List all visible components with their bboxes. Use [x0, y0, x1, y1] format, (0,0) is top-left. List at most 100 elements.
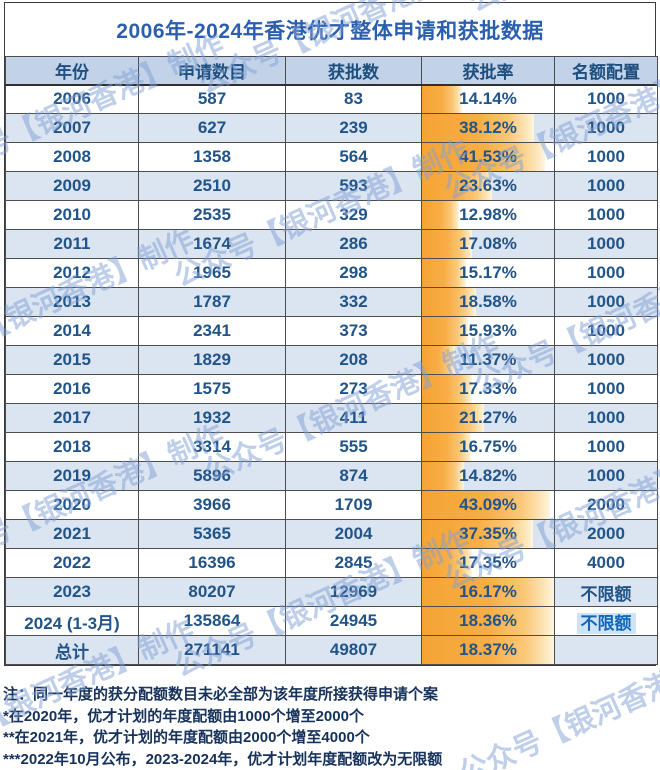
rate-cell: 17.33%: [421, 374, 555, 404]
quota-cell: 1000: [554, 258, 658, 288]
header-row: 年份 申请数目 获批数 获批率 名额配置: [5, 56, 658, 86]
applications-cell: 2535: [138, 200, 286, 230]
rate-cell: 43.09%: [421, 490, 555, 520]
quota-cell: 1000: [554, 345, 658, 375]
year-cell: 总计: [5, 635, 139, 665]
table-row: 2016 1575 273 17.33% 1000: [5, 374, 658, 404]
table-row: 2008 1358 564 41.53% 1000: [5, 142, 658, 172]
header-quota: 名额配置: [554, 56, 658, 86]
year-cell: 2017: [5, 403, 139, 433]
rate-cell: 12.98%: [421, 200, 555, 230]
table-row: 2012 1965 298 15.17% 1000: [5, 258, 658, 288]
applications-cell: 3966: [138, 490, 286, 520]
page-title: 2006年-2024年香港优才整体申请和获批数据: [5, 3, 655, 56]
rate-data-bar: [422, 172, 492, 200]
approvals-cell: 24945: [285, 606, 422, 636]
approvals-cell: 2845: [285, 548, 422, 578]
applications-cell: 1965: [138, 258, 286, 288]
data-sheet: 2006年-2024年香港优才整体申请和获批数据 年份 申请数目 获批数 获批率…: [4, 2, 658, 666]
footnotes: 注：同一年度的获分配额数目未必全部为该年度所接获得申请个案 *在2020年，优才计…: [3, 684, 653, 770]
rate-cell: 15.17%: [421, 258, 555, 288]
rate-data-bar: [422, 549, 473, 577]
applications-cell: 5896: [138, 461, 286, 491]
year-cell: 2020: [5, 490, 139, 520]
rate-data-bar: [422, 201, 459, 229]
rate-label: 18.36%: [459, 611, 517, 630]
table-row: 2010 2535 329 12.98% 1000: [5, 200, 658, 230]
table-row: 总计 271141 49807 18.37%: [5, 635, 658, 665]
rate-data-bar: [422, 607, 554, 635]
rate-data-bar: [422, 578, 554, 606]
table-row: 2021 5365 2004 37.35% 2000: [5, 519, 658, 549]
rate-label: 14.14%: [459, 89, 517, 109]
applications-cell: 16396: [138, 548, 286, 578]
rate-data-bar: [422, 375, 473, 403]
quota-cell: 2000: [554, 490, 658, 520]
rate-data-bar: [422, 433, 471, 461]
table-row: 2013 1787 332 18.58% 1000: [5, 287, 658, 317]
rate-data-bar: [422, 491, 551, 519]
rate-cell: 21.27%: [421, 403, 555, 433]
year-cell: 2016: [5, 374, 139, 404]
rate-data-bar: [422, 114, 535, 142]
header-applications: 申请数目: [138, 56, 286, 86]
quota-cell: 1000: [554, 461, 658, 491]
approvals-cell: 49807: [285, 635, 422, 665]
table-row: 2009 2510 593 23.63% 1000: [5, 171, 658, 201]
header-year: 年份: [5, 56, 139, 86]
rate-label: 11.37%: [459, 350, 517, 369]
rate-data-bar: [422, 259, 466, 287]
quota-cell: 1000: [554, 374, 658, 404]
rate-label: 14.82%: [459, 466, 517, 485]
table-row: 2017 1932 411 21.27% 1000: [5, 403, 658, 433]
quota-highlight: 不限额: [576, 612, 636, 634]
approvals-cell: 329: [285, 200, 422, 230]
table-row: 2020 3966 1709 43.09% 2000: [5, 490, 658, 520]
rate-label: 17.33%: [459, 379, 517, 398]
approvals-cell: 83: [285, 84, 422, 114]
applications-cell: 1829: [138, 345, 286, 375]
rate-cell: 23.63%: [421, 171, 555, 201]
applications-cell: 627: [138, 113, 286, 143]
approvals-cell: 874: [285, 461, 422, 491]
table-row: 2007 627 239 38.12% 1000: [5, 113, 658, 143]
approvals-cell: 593: [285, 171, 422, 201]
year-cell: 2019: [5, 461, 139, 491]
year-cell: 2012: [5, 258, 139, 288]
rate-data-bar: [422, 636, 554, 664]
year-cell: 2013: [5, 287, 139, 317]
rate-data-bar: [422, 404, 485, 432]
applications-cell: 1575: [138, 374, 286, 404]
quota-cell: 4000: [554, 548, 658, 578]
approvals-cell: 208: [285, 345, 422, 375]
rate-cell: 38.12%: [421, 113, 555, 143]
rate-data-bar: [422, 230, 473, 258]
quota-cell: 1000: [554, 403, 658, 433]
table-row: 2014 2341 373 15.93% 1000: [5, 316, 658, 346]
quota-cell: 1000: [554, 229, 658, 259]
rate-data-bar: [422, 85, 462, 113]
quota-cell: 1000: [554, 432, 658, 462]
footnote-line: 注：同一年度的获分配额数目未必全部为该年度所接获得申请个案: [3, 686, 439, 703]
rate-cell: 18.36%: [421, 606, 555, 636]
table-row: 2018 3314 555 16.75% 1000: [5, 432, 658, 462]
year-cell: 2015: [5, 345, 139, 375]
applications-cell: 1358: [138, 142, 286, 172]
quota-cell: 不限额: [554, 577, 658, 607]
footnote-line: *在2020年，优才计划的年度配额由1000个增至2000个: [3, 707, 364, 725]
approvals-cell: 2004: [285, 519, 422, 549]
year-cell: 2022: [5, 548, 139, 578]
rate-data-bar: [422, 288, 477, 316]
approvals-cell: 411: [285, 403, 422, 433]
rate-data-bar: [422, 520, 533, 548]
quota-cell: 1000: [554, 287, 658, 317]
quota-cell: 1000: [554, 84, 658, 114]
rate-cell: 15.93%: [421, 316, 555, 346]
rate-label: 17.35%: [459, 553, 517, 572]
rate-label: 41.53%: [459, 147, 517, 166]
applications-cell: 271141: [138, 635, 286, 665]
applications-cell: 1674: [138, 229, 286, 259]
year-cell: 2011: [5, 229, 139, 259]
rate-label: 18.58%: [459, 292, 517, 311]
table-body: 2006 587 83 14.14% 1000 2007 627 239 38.12% 1000 2…: [5, 84, 658, 665]
